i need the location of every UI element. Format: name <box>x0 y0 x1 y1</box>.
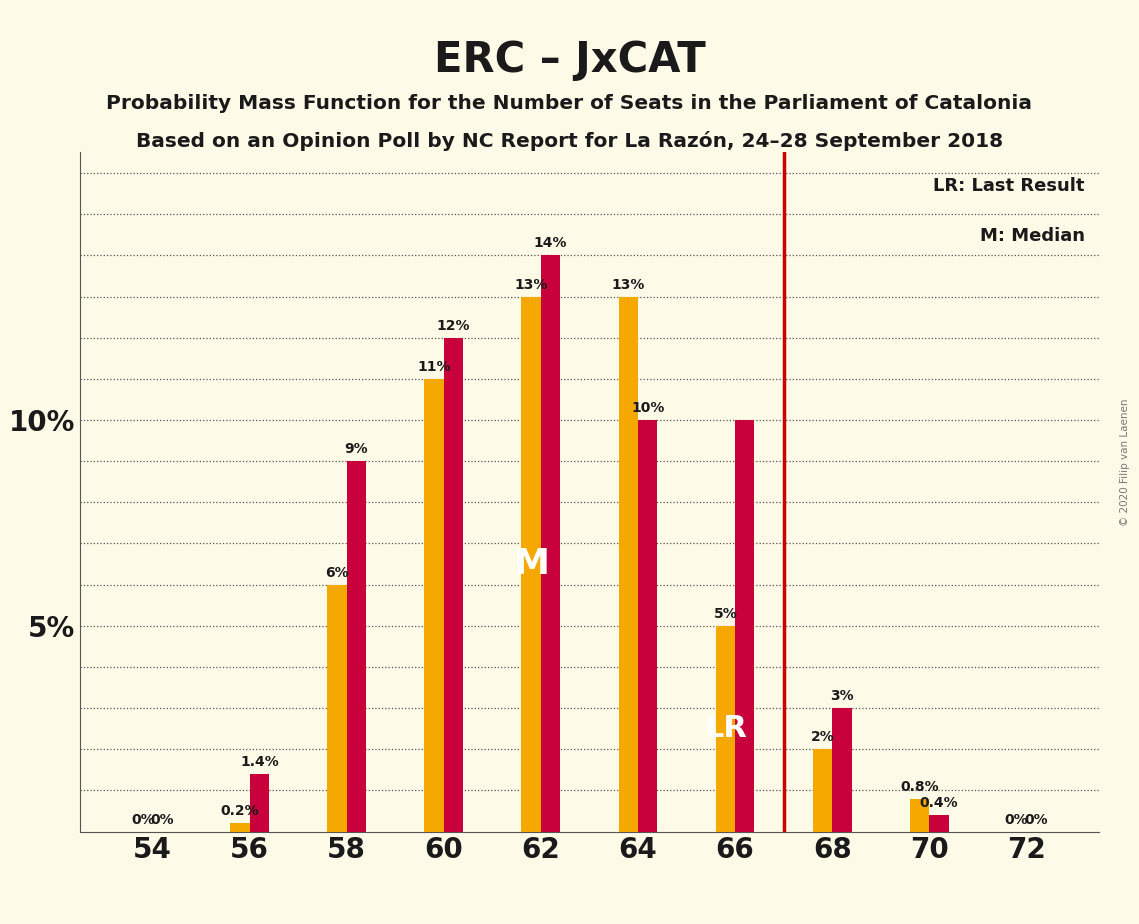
Text: 9%: 9% <box>345 443 368 456</box>
Text: © 2020 Filip van Laenen: © 2020 Filip van Laenen <box>1121 398 1130 526</box>
Text: LR: LR <box>704 714 747 743</box>
Bar <box>910 798 929 832</box>
Bar <box>735 420 754 832</box>
Text: 10%: 10% <box>631 401 664 415</box>
Bar <box>327 585 346 832</box>
Text: 0.4%: 0.4% <box>919 796 958 810</box>
Text: Based on an Opinion Poll by NC Report for La Razón, 24–28 September 2018: Based on an Opinion Poll by NC Report fo… <box>136 131 1003 152</box>
Bar <box>929 815 949 832</box>
Bar <box>522 297 541 832</box>
Text: 2%: 2% <box>811 730 834 745</box>
Text: ERC – JxCAT: ERC – JxCAT <box>434 39 705 80</box>
Bar <box>715 626 735 832</box>
Bar <box>638 420 657 832</box>
Bar <box>618 297 638 832</box>
Text: M: M <box>514 547 549 581</box>
Bar <box>541 255 560 832</box>
Bar <box>425 379 444 832</box>
Text: LR: Last Result: LR: Last Result <box>933 177 1084 195</box>
Text: 3%: 3% <box>830 689 853 703</box>
Text: 14%: 14% <box>534 237 567 250</box>
Text: 0%: 0% <box>1024 813 1048 827</box>
Text: 13%: 13% <box>612 277 645 292</box>
Text: M: Median: M: Median <box>980 226 1084 245</box>
Text: 0.8%: 0.8% <box>900 780 939 794</box>
Bar <box>444 337 464 832</box>
Bar <box>833 708 852 832</box>
Text: 13%: 13% <box>515 277 548 292</box>
Text: 12%: 12% <box>436 319 470 333</box>
Bar <box>230 823 249 832</box>
Text: 5%: 5% <box>713 607 737 621</box>
Bar <box>249 774 269 832</box>
Text: 11%: 11% <box>417 360 451 374</box>
Text: Probability Mass Function for the Number of Seats in the Parliament of Catalonia: Probability Mass Function for the Number… <box>107 94 1032 114</box>
Text: 0.2%: 0.2% <box>221 805 260 819</box>
Bar <box>813 749 833 832</box>
Text: 6%: 6% <box>326 565 349 579</box>
Text: 0%: 0% <box>150 813 174 827</box>
Bar <box>346 461 366 832</box>
Text: 0%: 0% <box>131 813 155 827</box>
Text: 1.4%: 1.4% <box>240 755 279 769</box>
Text: 0%: 0% <box>1005 813 1029 827</box>
